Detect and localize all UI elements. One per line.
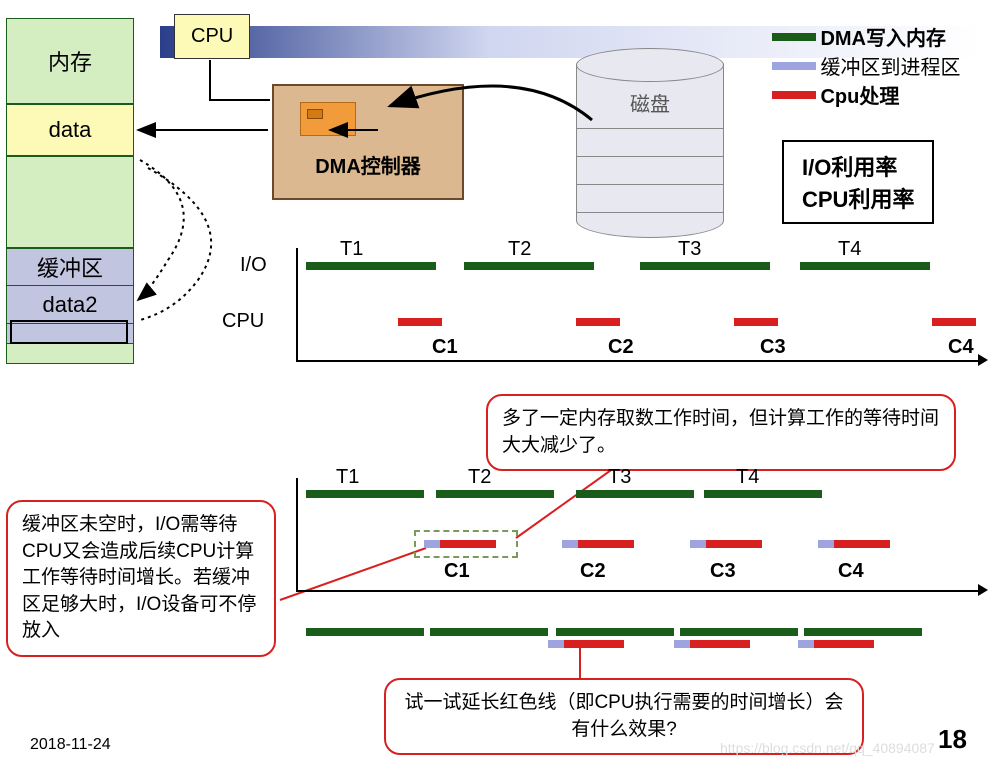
tl1-t2-bar [464,262,594,270]
tl2-t3: T3 [608,466,631,489]
tl3-g3 [556,628,674,636]
tl2-c2-red [578,540,634,548]
tl3-g2 [430,628,548,636]
tl1-t3-bar [640,262,770,270]
tl2-c2: C2 [580,560,606,583]
dma-inner-chip [300,102,356,136]
memory-highlight-box [10,320,128,344]
memory-stack: 内存 data 缓冲区 data2 [6,18,134,364]
legend-item-dma: DMA写入内存 [772,22,960,51]
tl3-g4 [680,628,798,636]
tl2-t4: T4 [736,466,759,489]
tl1-t4: T4 [838,238,861,261]
tl3-r1 [564,640,624,648]
tl3-r3 [814,640,874,648]
tl1-c3-bar [734,318,778,326]
memory-title: 内存 [6,18,134,104]
tl2-c3-blue [690,540,706,548]
tl2-t2-bar [436,490,554,498]
tl2-c4: C4 [838,560,864,583]
cpu-box: CPU [174,14,250,59]
watermark: https://blog.csdn.net/qq_40894087 [720,740,935,756]
utilization-box: I/O利用率 CPU利用率 [782,140,934,224]
tl1-c2-bar [576,318,620,326]
legend: DMA写入内存 缓冲区到进程区 Cpu处理 [772,22,960,109]
legend-item-cpu: Cpu处理 [772,80,960,109]
tl3-b3 [798,640,814,648]
disk-platter-4 [577,212,723,213]
tl1-cpu-label: CPU [222,310,264,333]
tl1-arrow [978,354,988,366]
diagram-canvas: 内存 data 缓冲区 data2 CPU DMA控制器 磁盘 DMA写入内存 … [0,0,996,764]
tl1-t4-bar [800,262,930,270]
tl2-t4-bar [704,490,822,498]
memory-buffer-label: 缓冲区 [6,248,134,286]
tl1-t3: T3 [678,238,701,261]
cpu-util-label: CPU利用率 [802,182,914,214]
footer-page: 18 [938,724,967,755]
tl1-c4: C4 [948,336,974,359]
tl2-c3: C3 [710,560,736,583]
callout-memory-fetch: 多了一定内存取数工作时间，但计算工作的等待时间大大减少了。 [486,394,956,471]
disk-top [576,48,724,82]
tl2-c1-highlight [414,530,518,558]
disk-platter-1 [577,128,723,129]
callout-right-text: 多了一定内存取数工作时间，但计算工作的等待时间大大减少了。 [502,408,939,456]
callout-buffer-wait: 缓冲区未空时，I/O需等待CPU又会造成后续CPU计算工作等待时间增长。若缓冲区… [6,500,276,657]
tl1-c4-bar [932,318,976,326]
memory-slot-2 [6,344,134,364]
tl1-x-axis [296,360,980,362]
tl2-c2-blue [562,540,578,548]
tl1-c1-bar [398,318,442,326]
memory-data: data [6,104,134,156]
disk-label: 磁盘 [576,88,724,117]
memory-data2: data2 [6,286,134,324]
tl2-c1: C1 [444,560,470,583]
disk-cylinder: 磁盘 [576,48,724,238]
dma-label: DMA控制器 [315,150,421,179]
callout-left-text: 缓冲区未空时，I/O需等待CPU又会造成后续CPU计算工作等待时间增长。若缓冲区… [22,514,256,641]
tl3-b2 [674,640,690,648]
tl2-t1-bar [306,490,424,498]
tl1-t2: T2 [508,238,531,261]
tl1-c3: C3 [760,336,786,359]
dma-controller: DMA控制器 [272,84,464,200]
footer-date: 2018-11-24 [30,736,111,754]
disk-platter-2 [577,156,723,157]
tl1-io-label: I/O [240,254,267,277]
cpu-label: CPU [191,25,233,47]
tl2-y-axis [296,478,298,592]
disk-platter-3 [577,184,723,185]
tl2-c4-blue [818,540,834,548]
tl2-arrow [978,584,988,596]
tl1-c1: C1 [432,336,458,359]
memory-gap [6,156,134,248]
tl3-r2 [690,640,750,648]
tl1-y-axis [296,248,298,362]
tl2-c4-red [834,540,890,548]
io-util-label: I/O利用率 [802,150,914,182]
tl3-b1 [548,640,564,648]
legend-item-buffer: 缓冲区到进程区 [772,51,960,80]
tl2-t2: T2 [468,466,491,489]
callout-bottom-text: 试一试延长红色线（即CPU执行需要的时间增长）会有什么效果? [404,692,843,740]
tl1-t1: T1 [340,238,363,261]
tl2-t3-bar [576,490,694,498]
dma-chip-detail [307,109,323,119]
tl2-t1: T1 [336,466,359,489]
tl3-g1 [306,628,424,636]
tl1-c2: C2 [608,336,634,359]
tl1-t1-bar [306,262,436,270]
tl2-x-axis [296,590,980,592]
tl2-c3-red [706,540,762,548]
tl3-g5 [804,628,922,636]
